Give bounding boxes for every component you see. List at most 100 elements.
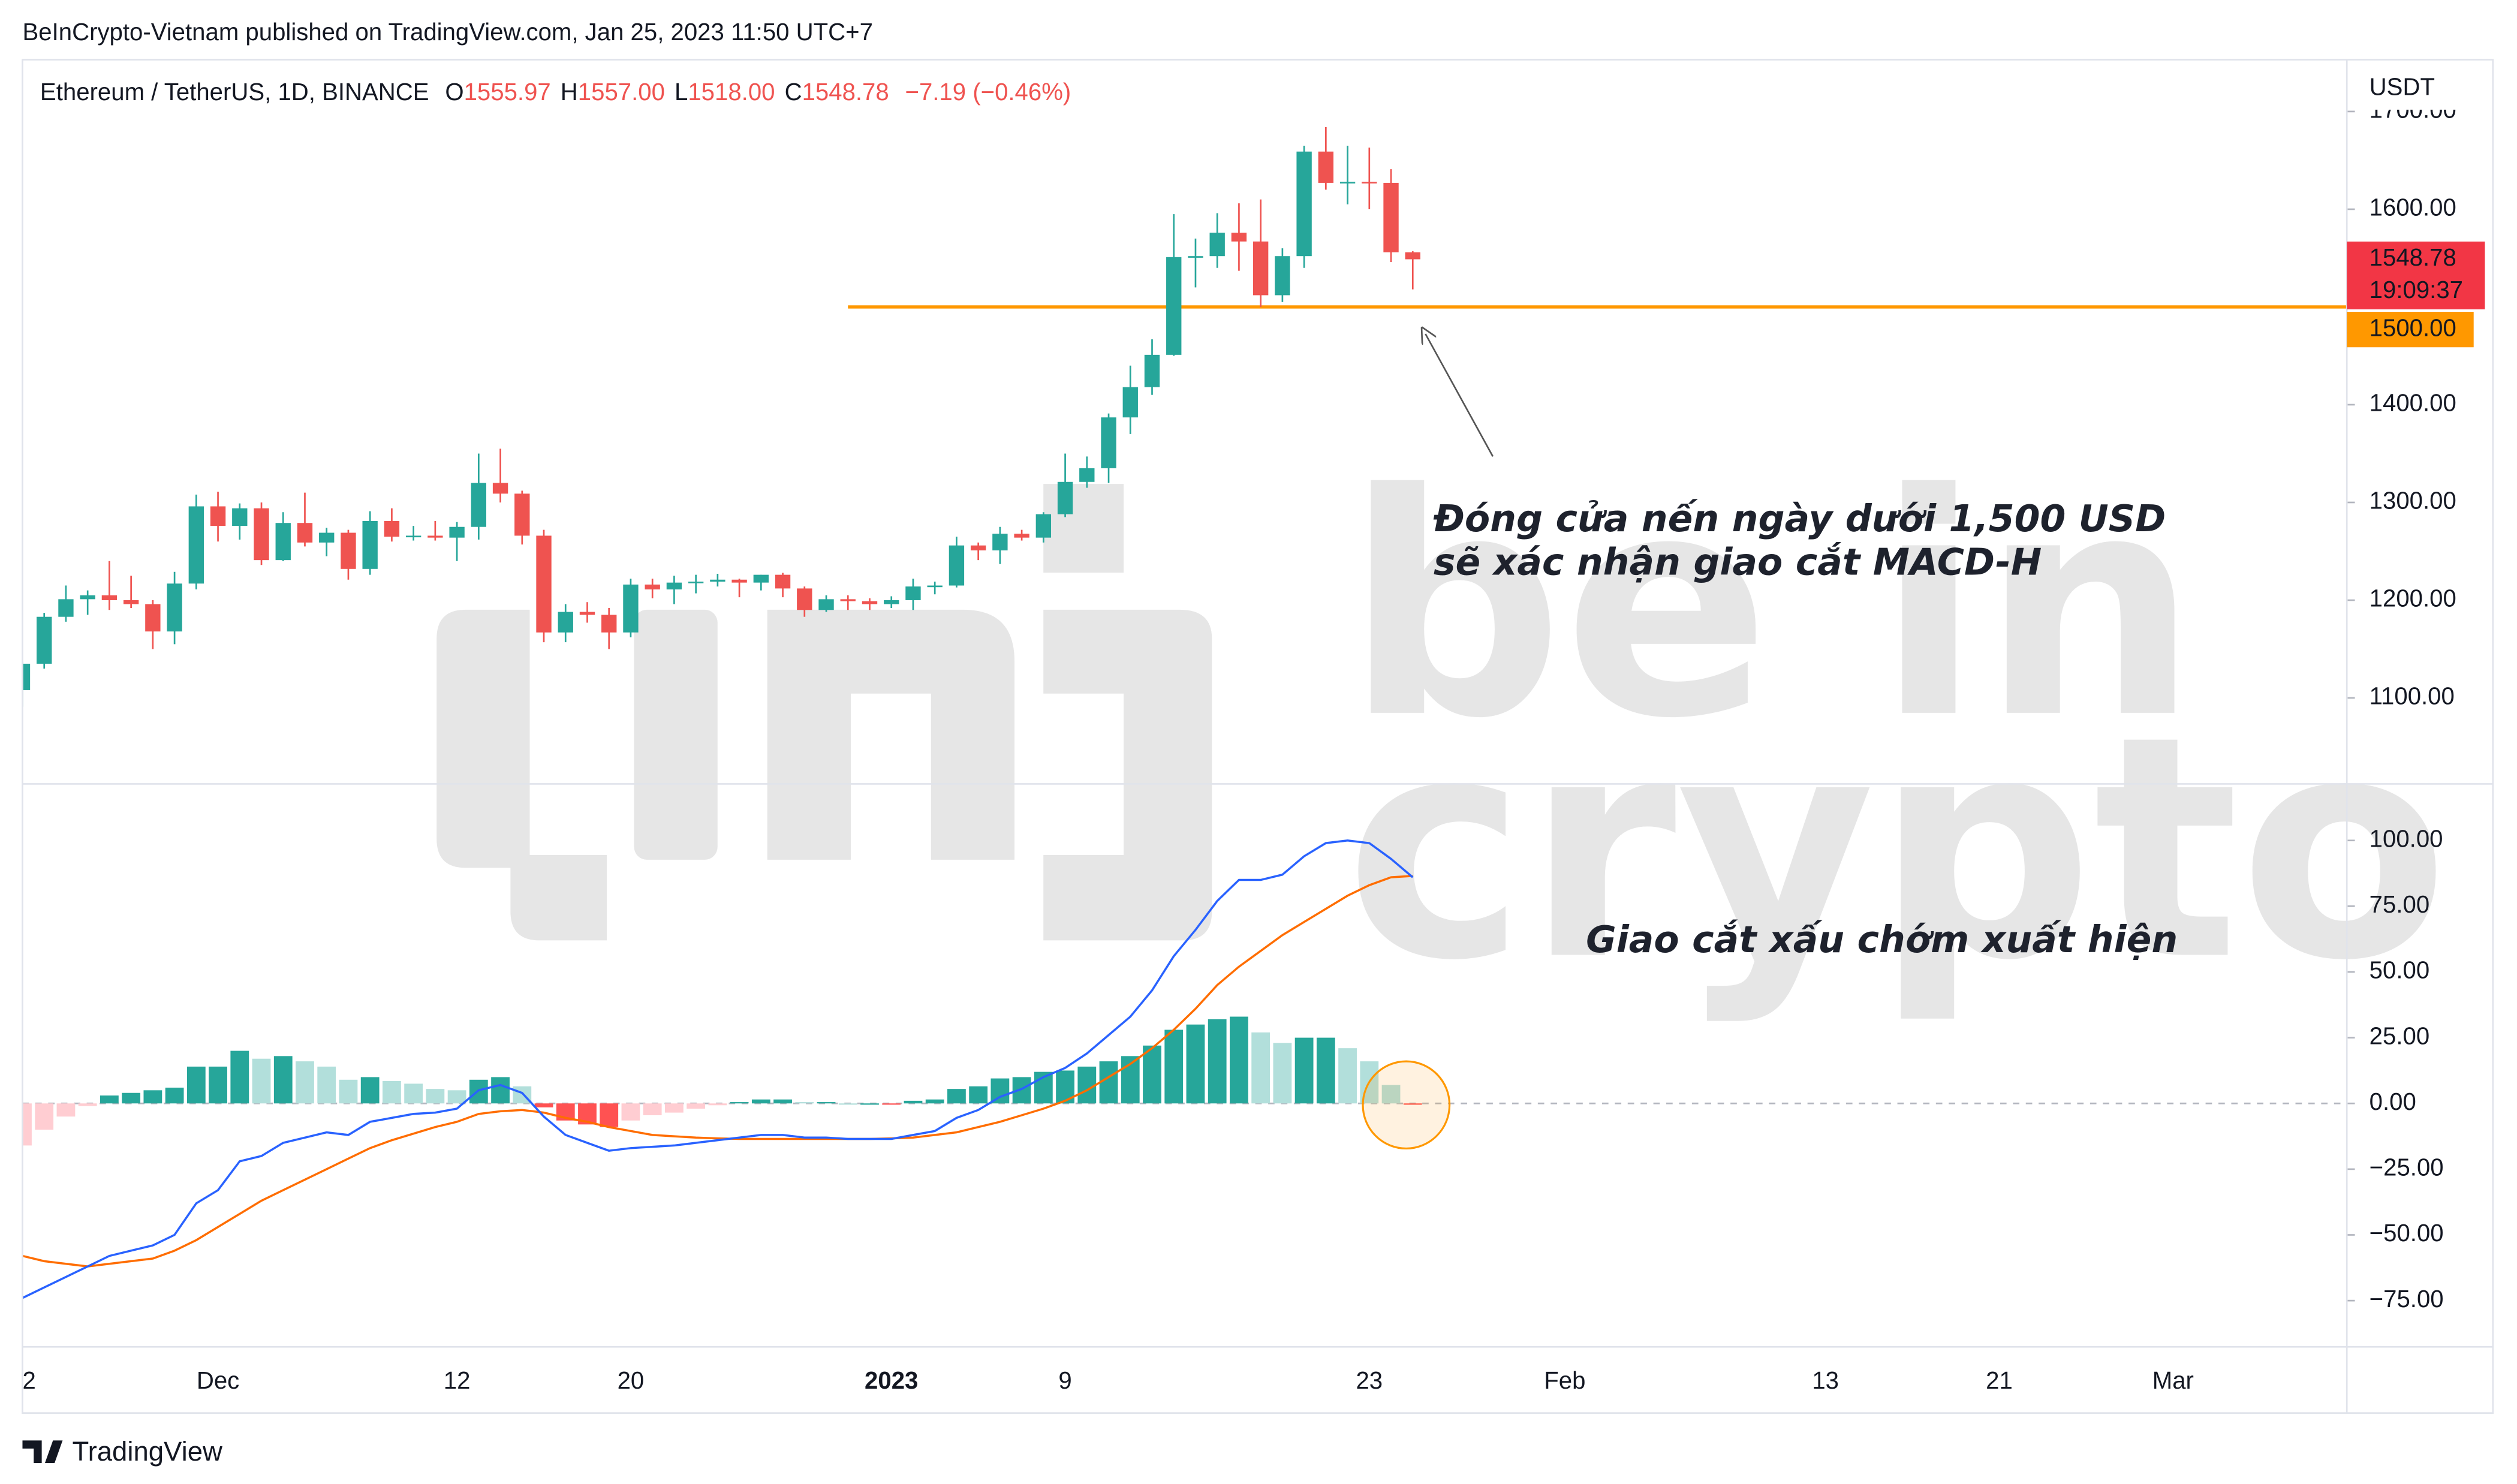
histogram-bar	[186, 1066, 206, 1104]
candle-body	[22, 663, 31, 690]
histogram-bar	[1077, 1066, 1097, 1104]
price-tag	[2347, 241, 2485, 309]
y-tick-label: 100.00	[2370, 825, 2443, 852]
histogram-bar	[1208, 1019, 1227, 1104]
publisher-header: BeInCrypto-Vietnam published on TradingV…	[22, 19, 872, 46]
candle-body	[37, 616, 52, 664]
footer-brand: TradingView	[72, 1436, 222, 1467]
histogram-bar	[273, 1056, 293, 1104]
y-tick-label: −50.00	[2370, 1220, 2444, 1247]
candle-body	[558, 612, 573, 633]
histogram-bar	[1294, 1037, 1314, 1104]
candle-body	[710, 579, 725, 582]
histogram-bar	[426, 1089, 445, 1104]
time-axis: 22 Dec 12 20 2023 9 23 Feb 13 21 Mar	[9, 1367, 2193, 1394]
candle-body	[1079, 468, 1095, 482]
legend-value: 1518.00	[688, 79, 775, 106]
candle-body	[145, 604, 161, 632]
candle-body	[1231, 233, 1247, 242]
y-tick-label: −75.00	[2370, 1286, 2444, 1313]
footer-logo	[22, 1440, 63, 1464]
candle-body	[1296, 151, 1312, 257]
watermark-text: crypto	[1345, 671, 2449, 1027]
annotation-text: Đóng cửa nến ngày dưới 1,500 USD	[1433, 497, 2166, 540]
x-tick-label: 23	[1356, 1367, 1383, 1394]
price-axis: 1100.001200.001300.001400.001600.001700.…	[2347, 61, 2493, 1313]
histogram-bar	[1273, 1043, 1292, 1104]
histogram-bar	[730, 1102, 749, 1104]
histogram-bar	[1403, 1103, 1422, 1105]
candle-body	[1014, 534, 1029, 538]
candle-body	[1362, 182, 1377, 183]
candle-body	[579, 612, 595, 615]
legend-symbol: Ethereum / TetherUS, 1D, BINANCE	[40, 79, 429, 106]
x-tick-label: 20	[618, 1367, 645, 1394]
x-tick-label: Dec	[197, 1367, 239, 1394]
watermark-text: be in	[1345, 429, 2199, 785]
legend-key: O	[445, 79, 463, 106]
legend-value: 1557.00	[578, 79, 665, 106]
candle-body	[1253, 241, 1269, 296]
level-tag	[2347, 312, 2474, 348]
candle-body	[949, 545, 965, 586]
candle-body	[275, 523, 291, 561]
candle-body	[405, 535, 421, 538]
histogram-bar	[360, 1077, 380, 1104]
histogram-bar	[665, 1103, 684, 1113]
histogram-bar	[1230, 1016, 1248, 1104]
highlight-circle	[1362, 1060, 1451, 1150]
candle-body	[101, 595, 118, 600]
candle-body	[123, 600, 139, 604]
y-tick-label: 1300.00	[2370, 487, 2456, 514]
arrow	[1425, 334, 1494, 457]
histogram-bar	[687, 1103, 706, 1109]
histogram-bar	[143, 1090, 162, 1104]
candle-body	[1166, 257, 1182, 355]
histogram-bar	[100, 1095, 119, 1104]
watermark-logo	[436, 484, 1212, 941]
histogram-bar	[904, 1100, 923, 1104]
x-tick-label: Feb	[1544, 1367, 1585, 1394]
candle-body	[927, 585, 943, 588]
legend-key: C	[785, 79, 802, 106]
price-tag-countdown: 19:09:37	[2370, 276, 2463, 303]
price-tag-label: 1548.78	[2370, 244, 2456, 271]
histogram-bar	[990, 1078, 1010, 1104]
candle-body	[797, 588, 812, 610]
y-tick-label: 75.00	[2370, 891, 2429, 918]
y-tick-label: 1200.00	[2370, 585, 2456, 612]
candle-body	[58, 599, 74, 617]
y-tick-label: 1100.00	[2370, 683, 2455, 710]
macd-pane	[22, 839, 2347, 1299]
candle-body	[905, 586, 921, 600]
histogram-bar	[860, 1103, 879, 1105]
histogram-bar	[1381, 1085, 1401, 1104]
footer: TradingView	[22, 1436, 223, 1467]
histogram-bar	[230, 1050, 249, 1104]
histogram-bar	[209, 1066, 227, 1104]
candle-body	[341, 532, 356, 569]
candle-body	[753, 574, 769, 583]
candle-body	[1383, 182, 1399, 252]
x-tick-label: 22	[9, 1367, 36, 1394]
candle-body	[840, 599, 856, 601]
y-tick-label: 0.00	[2370, 1088, 2416, 1115]
histogram-bar	[773, 1099, 792, 1104]
x-tick-label: 13	[1812, 1367, 1839, 1394]
candle-body	[188, 506, 204, 584]
histogram-bar	[1316, 1037, 1335, 1104]
histogram-bar	[339, 1079, 358, 1104]
candle-body	[884, 600, 899, 604]
histogram-bar	[1164, 1030, 1184, 1104]
annotation-text: Giao cắt xấu chớm xuất hiện	[1586, 918, 2178, 961]
candle-body	[514, 493, 530, 536]
candle-body	[297, 523, 313, 543]
candle-body	[731, 579, 747, 583]
histogram-bar	[122, 1092, 141, 1104]
candle-body	[666, 582, 682, 590]
histogram-bar	[56, 1103, 76, 1117]
y-unit: USDT	[2370, 74, 2435, 101]
candle-body	[427, 535, 443, 538]
